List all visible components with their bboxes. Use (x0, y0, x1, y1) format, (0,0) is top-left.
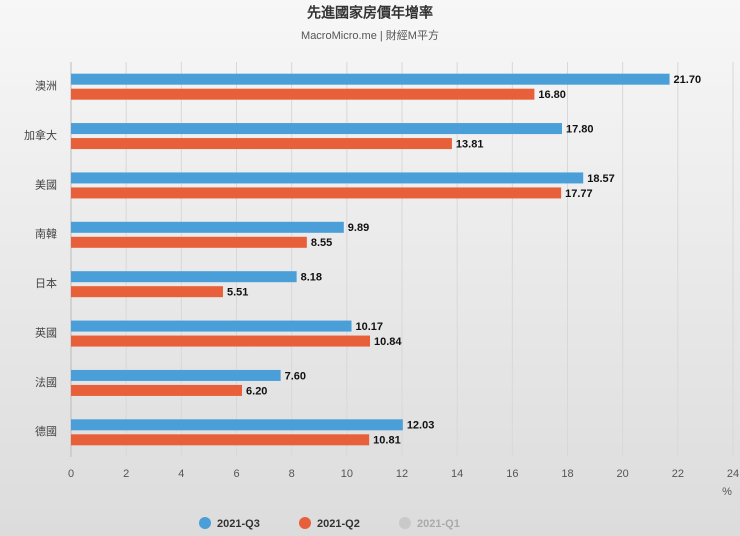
bar (71, 286, 223, 298)
bar (71, 419, 403, 431)
data-label: 7.60 (285, 370, 306, 382)
data-label: 9.89 (348, 222, 369, 234)
legend-label: 2021-Q3 (217, 518, 260, 530)
legend-label: 2021-Q1 (417, 518, 460, 530)
x-tick-label: 20 (617, 468, 629, 480)
chart-title: 先進國家房價年增率 (307, 5, 433, 21)
legend-marker (299, 517, 311, 529)
y-tick-label: 南韓 (35, 228, 57, 241)
legend-marker (199, 517, 211, 529)
x-tick-label: 4 (178, 468, 184, 480)
y-tick-label: 加拿大 (24, 128, 57, 142)
chart-subtitle: MacroMicro.me | 財經M平方 (301, 28, 439, 42)
y-tick-label: 日本 (35, 276, 57, 290)
bar (71, 187, 562, 199)
bar (71, 138, 452, 150)
data-label: 17.80 (566, 123, 594, 135)
legend-label: 2021-Q2 (317, 518, 360, 530)
bar (71, 335, 371, 347)
bar (71, 434, 370, 446)
x-tick-label: 2 (123, 468, 129, 480)
data-label: 12.03 (407, 420, 435, 432)
bar (71, 320, 352, 332)
y-tick-label: 法國 (35, 375, 57, 389)
y-tick-label: 澳洲 (35, 80, 57, 93)
data-label: 5.51 (227, 287, 248, 299)
bar (71, 384, 243, 396)
x-tick-label: 10 (341, 468, 353, 480)
y-tick-label: 美國 (35, 178, 57, 191)
x-tick-label: 12 (396, 468, 408, 480)
x-tick-label: 6 (233, 468, 239, 480)
data-label: 16.80 (538, 89, 566, 101)
x-tick-label: 22 (672, 468, 684, 480)
x-tick-label: 0 (68, 468, 74, 480)
data-label: 8.18 (301, 272, 322, 284)
bar (71, 123, 562, 135)
data-label: 17.77 (565, 188, 593, 200)
bar (71, 172, 584, 184)
x-unit: % (722, 486, 732, 498)
data-label: 10.17 (356, 321, 384, 333)
legend-marker (399, 517, 411, 529)
bar (71, 73, 670, 85)
bar (71, 236, 307, 248)
data-label: 8.55 (311, 237, 332, 249)
data-label: 18.57 (587, 173, 615, 185)
y-tick-label: 德國 (35, 424, 57, 438)
bar (71, 369, 281, 381)
y-tick-label: 英國 (35, 325, 57, 339)
data-label: 10.81 (373, 435, 401, 447)
data-label: 10.84 (374, 336, 402, 348)
bar (71, 221, 344, 233)
x-tick-label: 14 (451, 468, 463, 480)
x-tick-label: 24 (727, 468, 739, 480)
x-tick-label: 8 (289, 468, 295, 480)
x-tick-label: 18 (561, 468, 573, 480)
bar (71, 88, 535, 100)
data-label: 13.81 (456, 138, 484, 150)
data-label: 21.70 (674, 74, 702, 86)
x-tick-label: 16 (506, 468, 518, 480)
bar (71, 271, 297, 283)
data-label: 6.20 (246, 385, 267, 397)
